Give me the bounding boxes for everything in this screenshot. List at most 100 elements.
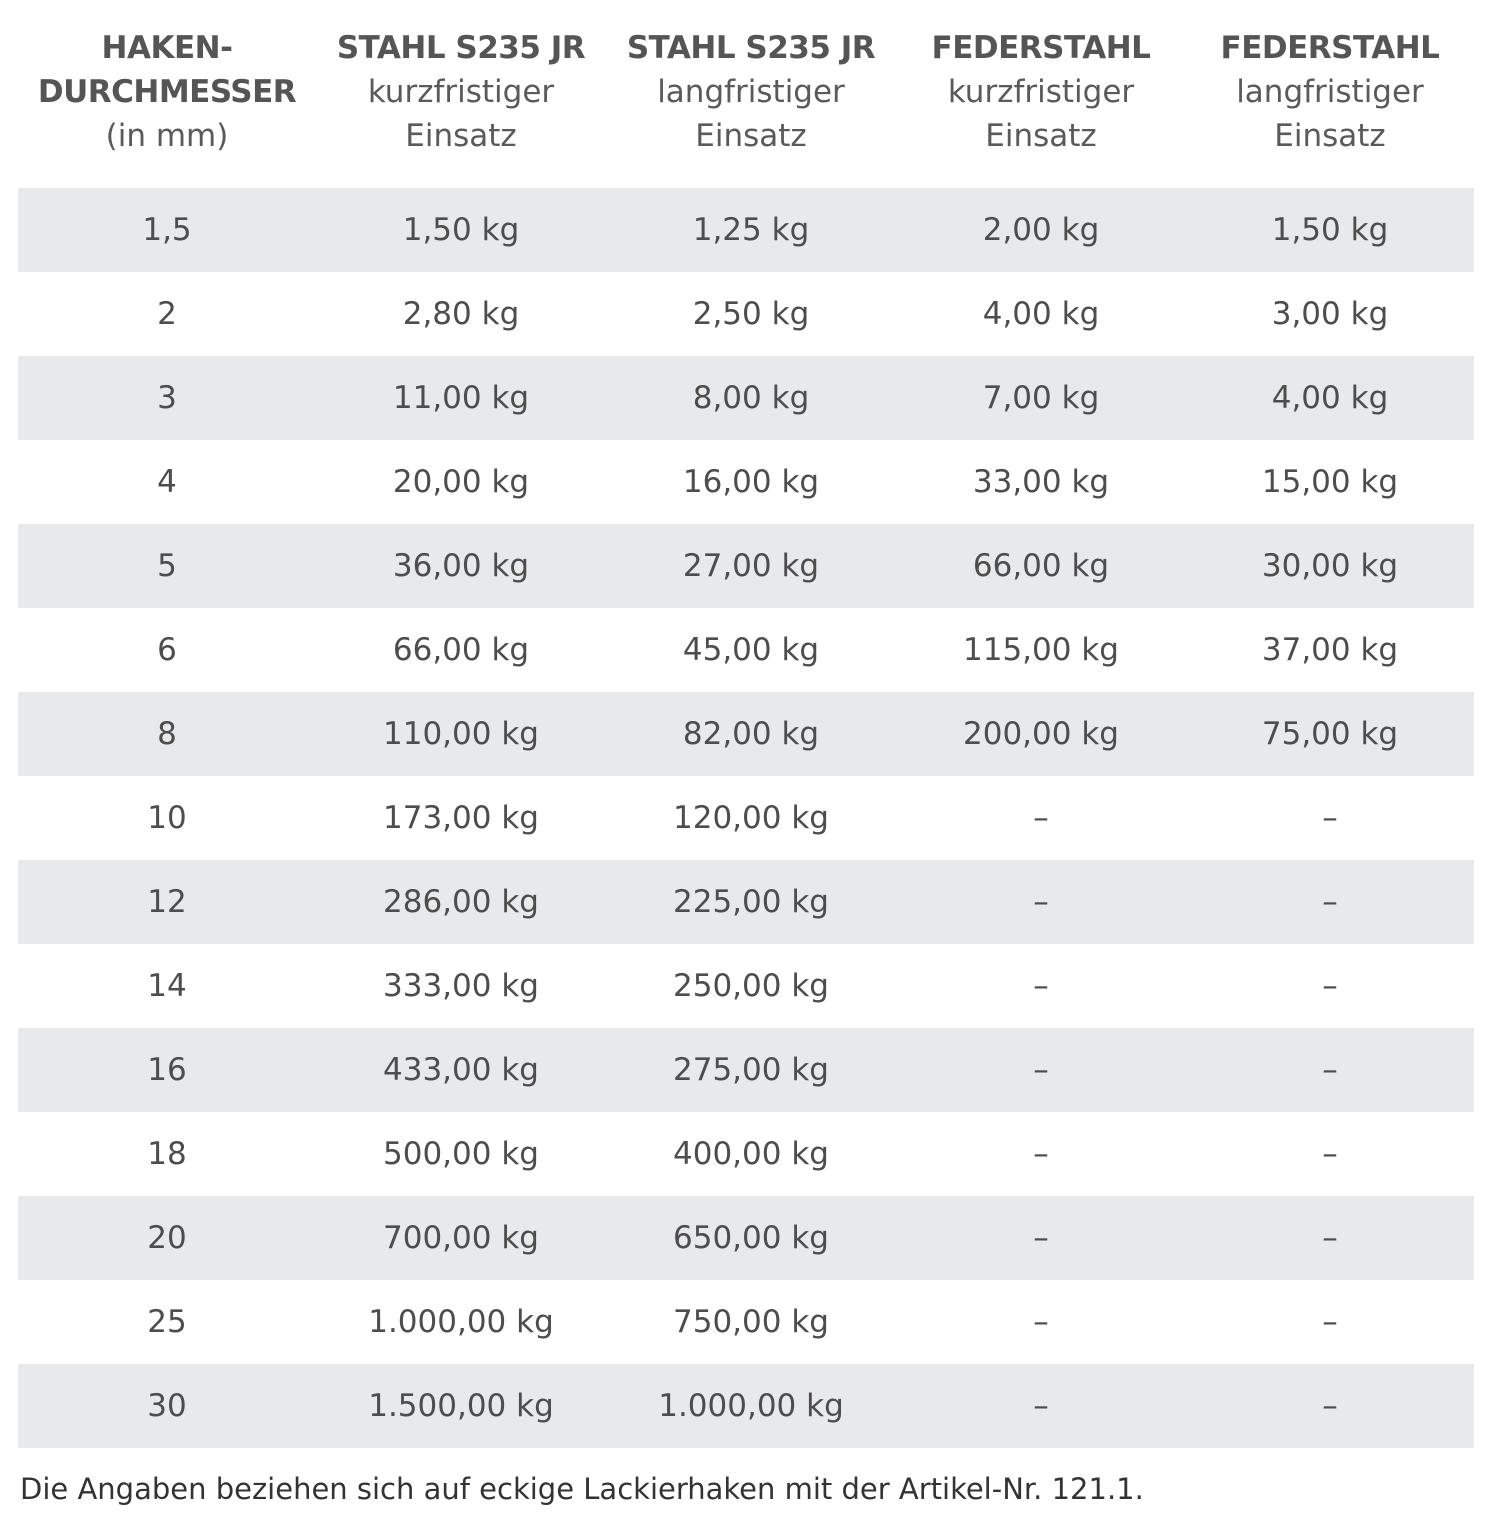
table-row: 12 286,00 kg 225,00 kg – – [18,860,1474,944]
table-row: 6 66,00 kg 45,00 kg 115,00 kg 37,00 kg [18,608,1474,692]
cell-load: – [1322,1220,1338,1256]
cell-diameter: 4 [157,464,177,500]
cell-load: 7,00 kg [982,380,1100,416]
cell-load: 4,00 kg [982,296,1100,332]
cell-load: 1,50 kg [402,212,520,248]
load-table: HAKEN- DURCHMESSER (in mm) STAHL S235 JR… [18,0,1474,1448]
cell-load: – [1322,1304,1338,1340]
cell-load: 500,00 kg [383,1136,539,1172]
cell-load: 1.000,00 kg [368,1304,554,1340]
cell-load: – [1033,1136,1049,1172]
cell-load: 33,00 kg [972,464,1110,500]
cell-load: 8,00 kg [692,380,810,416]
cell-diameter: 20 [147,1220,187,1256]
cell-load: 275,00 kg [673,1052,829,1088]
cell-diameter: 30 [147,1388,187,1424]
cell-load: 82,00 kg [682,716,820,752]
header-spring-steel-short-term: FEDERSTAHL kurzfristiger Einsatz [896,0,1186,158]
cell-load: 30,00 kg [1261,548,1399,584]
cell-diameter: 14 [147,968,187,1004]
cell-load: 4,00 kg [1271,380,1389,416]
table-row: 4 20,00 kg 16,00 kg 33,00 kg 15,00 kg [18,440,1474,524]
cell-load: 1,50 kg [1271,212,1389,248]
table-row: 5 36,00 kg 27,00 kg 66,00 kg 30,00 kg [18,524,1474,608]
header-label: FEDERSTAHL [1220,30,1440,66]
cell-load: 1,25 kg [692,212,810,248]
cell-load: 3,00 kg [1271,296,1389,332]
cell-load: 433,00 kg [383,1052,539,1088]
table-row: 14 333,00 kg 250,00 kg – – [18,944,1474,1028]
table-row: 1,5 1,50 kg 1,25 kg 2,00 kg 1,50 kg [18,188,1474,272]
cell-load: 2,50 kg [692,296,810,332]
cell-load: 66,00 kg [972,548,1110,584]
cell-load: 75,00 kg [1261,716,1399,752]
table-row: 25 1.000,00 kg 750,00 kg – – [18,1280,1474,1364]
cell-load: – [1033,1388,1049,1424]
header-spring-steel-long-term: FEDERSTAHL langfristiger Einsatz [1186,0,1474,158]
header-steel-short-term: STAHL S235 JR kurzfristiger Einsatz [316,0,606,158]
cell-diameter: 3 [157,380,177,416]
header-hook-diameter: HAKEN- DURCHMESSER (in mm) [18,0,316,158]
table-row: 8 110,00 kg 82,00 kg 200,00 kg 75,00 kg [18,692,1474,776]
cell-load: – [1033,800,1049,836]
header-sublabel: langfristiger [657,74,845,110]
cell-load: – [1033,884,1049,920]
cell-load: 700,00 kg [383,1220,539,1256]
cell-load: – [1033,1220,1049,1256]
cell-load: 333,00 kg [383,968,539,1004]
footnote: Die Angaben beziehen sich auf eckige Lac… [20,1472,1144,1506]
cell-load: 1.000,00 kg [658,1388,844,1424]
cell-diameter: 2 [157,296,177,332]
table-row: 10 173,00 kg 120,00 kg – – [18,776,1474,860]
cell-load: 650,00 kg [673,1220,829,1256]
table-header: HAKEN- DURCHMESSER (in mm) STAHL S235 JR… [18,0,1474,188]
table-row: 18 500,00 kg 400,00 kg – – [18,1112,1474,1196]
header-steel-long-term: STAHL S235 JR langfristiger Einsatz [606,0,896,158]
header-label: STAHL S235 JR [336,30,586,66]
cell-load: – [1033,1304,1049,1340]
cell-load: 36,00 kg [392,548,530,584]
table-body: 1,5 1,50 kg 1,25 kg 2,00 kg 1,50 kg 2 2,80 kg 2… [18,188,1474,1448]
header-sublabel: kurzfristiger [367,74,555,110]
cell-load: 20,00 kg [392,464,530,500]
cell-diameter: 5 [157,548,177,584]
header-sublabel: kurzfristiger [947,74,1135,110]
cell-diameter: 18 [147,1136,187,1172]
cell-load: – [1322,884,1338,920]
cell-diameter: 8 [157,716,177,752]
cell-load: 225,00 kg [673,884,829,920]
cell-load: – [1033,968,1049,1004]
header-label: STAHL S235 JR [626,30,876,66]
cell-load: – [1322,1388,1338,1424]
header-sublabel: Einsatz [985,118,1097,154]
cell-diameter: 1,5 [142,212,192,248]
cell-load: 200,00 kg [963,716,1119,752]
table-row: 30 1.500,00 kg 1.000,00 kg – – [18,1364,1474,1448]
header-sublabel: Einsatz [405,118,517,154]
cell-load: 1.500,00 kg [368,1388,554,1424]
header-label: DURCHMESSER [37,74,297,110]
cell-load: 400,00 kg [673,1136,829,1172]
cell-load: 250,00 kg [673,968,829,1004]
cell-diameter: 25 [147,1304,187,1340]
cell-load: 2,00 kg [982,212,1100,248]
cell-diameter: 10 [147,800,187,836]
cell-load: 11,00 kg [392,380,530,416]
cell-diameter: 16 [147,1052,187,1088]
cell-load: 2,80 kg [402,296,520,332]
header-sublabel: (in mm) [105,118,229,154]
cell-load: 120,00 kg [673,800,829,836]
cell-load: – [1322,800,1338,836]
cell-load: – [1322,968,1338,1004]
cell-load: 66,00 kg [392,632,530,668]
cell-load: 173,00 kg [383,800,539,836]
cell-load: 37,00 kg [1261,632,1399,668]
table-row: 16 433,00 kg 275,00 kg – – [18,1028,1474,1112]
cell-load: – [1322,1136,1338,1172]
header-sublabel: Einsatz [695,118,807,154]
cell-load: – [1322,1052,1338,1088]
header-label: FEDERSTAHL [931,30,1151,66]
cell-diameter: 12 [147,884,187,920]
table-row: 2 2,80 kg 2,50 kg 4,00 kg 3,00 kg [18,272,1474,356]
cell-load: 15,00 kg [1261,464,1399,500]
